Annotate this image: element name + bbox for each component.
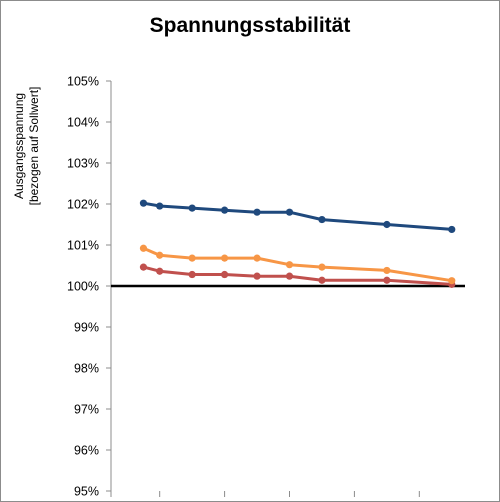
- series-3-point: [285, 272, 294, 280]
- y-tick-label: 103%: [67, 157, 99, 171]
- series-1-point: [448, 225, 456, 234]
- series-3-point: [156, 267, 164, 275]
- series-3-point: [253, 272, 261, 280]
- y-tick-label: 99%: [74, 321, 99, 335]
- y-tick-label: 97%: [74, 403, 99, 417]
- series-3-point: [383, 276, 391, 284]
- y-tick-label: 104%: [67, 116, 99, 130]
- series-1-point: [188, 204, 196, 212]
- y-tick-label: 101%: [67, 239, 99, 253]
- axes: [106, 80, 465, 497]
- series-3-point: [139, 263, 148, 271]
- series-1-point: [253, 208, 261, 216]
- series-2-point: [285, 261, 294, 269]
- series-1-point: [220, 206, 229, 214]
- series-1-point: [285, 208, 294, 216]
- y-tick-label: 96%: [74, 444, 99, 458]
- chart-title: Spannungsstabilität: [149, 14, 351, 37]
- series-3-point: [220, 270, 229, 279]
- y-tick-label: 102%: [67, 198, 99, 212]
- series-2-point: [139, 244, 148, 252]
- series-1-point: [156, 202, 164, 210]
- series-2-point: [448, 277, 456, 285]
- series-2-point: [156, 251, 164, 259]
- series-2-point: [220, 254, 229, 262]
- series-group: [139, 199, 456, 288]
- y-tick-label: 95%: [74, 485, 99, 499]
- series-1-point: [383, 220, 391, 229]
- series-3-point: [318, 276, 326, 284]
- y-tick-label: 98%: [74, 362, 99, 376]
- series-2-point: [253, 254, 261, 262]
- y-tick-label: 105%: [67, 75, 99, 89]
- series-1-point: [139, 199, 148, 207]
- y-tick-labels: 95% 96% 97% 98% 99% 100% 101% 102% 103% 104% 105%: [67, 75, 99, 499]
- series-2-point: [318, 263, 326, 271]
- series-2-point: [383, 266, 391, 275]
- series-2-point: [188, 254, 196, 262]
- series-1-point: [318, 215, 326, 224]
- series-3-point: [188, 270, 196, 279]
- y-tick-label: 100%: [67, 280, 99, 294]
